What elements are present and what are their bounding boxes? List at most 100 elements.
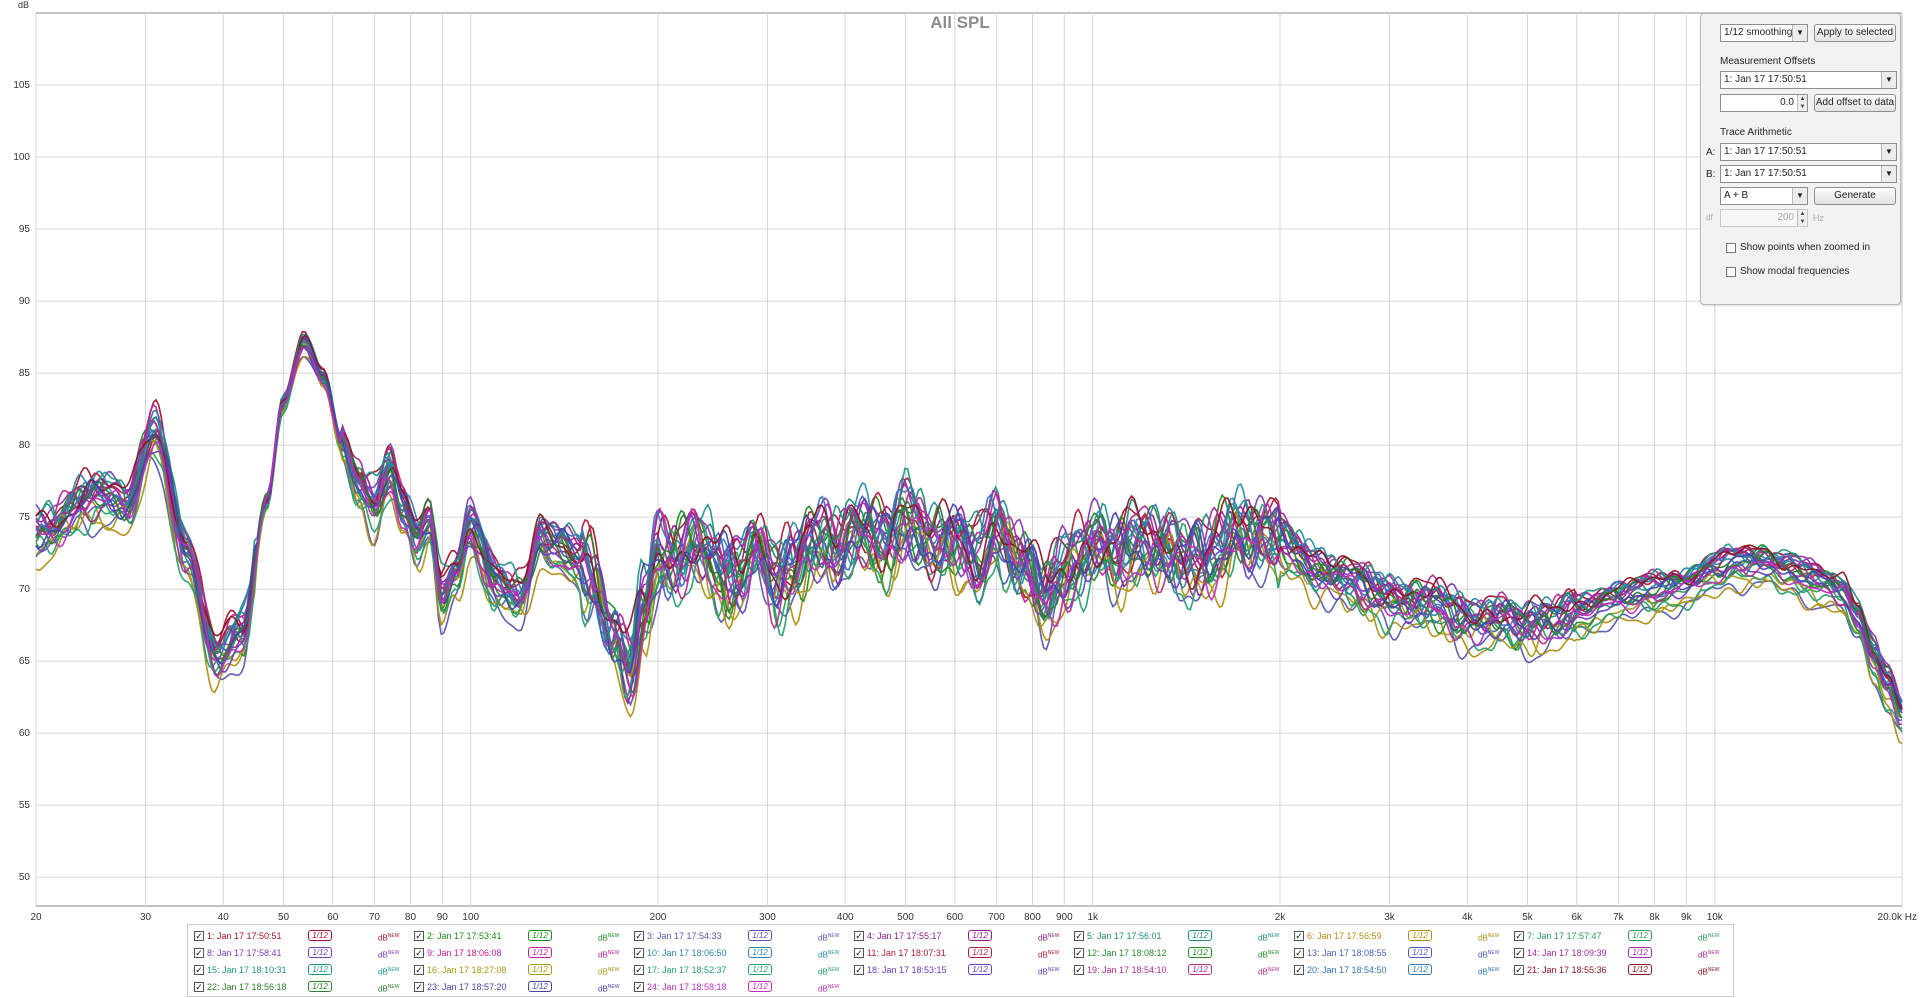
legend-item[interactable]: ✓ 4: Jan 17 17:55:17 1/12 dBNEW [854,929,1069,944]
generate-button[interactable]: Generate [1814,187,1896,205]
smoothing-badge[interactable]: 1/12 [1628,964,1652,975]
operation-select[interactable]: A + B ▼ [1720,187,1808,205]
smoothing-badge[interactable]: 1/12 [308,947,332,958]
legend-checkbox[interactable]: ✓ [1294,931,1304,941]
smoothing-badge[interactable]: 1/12 [528,947,552,958]
legend-item[interactable]: ✓ 20: Jan 17 18:54:50 1/12 dBNEW [1294,963,1509,978]
db-badge[interactable]: dBNEW [378,967,400,977]
smoothing-badge[interactable]: 1/12 [968,947,992,958]
legend-checkbox[interactable]: ✓ [1514,965,1524,975]
legend-item[interactable]: ✓ 6: Jan 17 17:56:59 1/12 dBNEW [1294,929,1509,944]
legend-checkbox[interactable]: ✓ [854,948,864,958]
db-badge[interactable]: dBNEW [1038,933,1060,943]
legend-checkbox[interactable]: ✓ [414,965,424,975]
legend-checkbox[interactable]: ✓ [414,982,424,992]
show-points-checkbox[interactable] [1726,243,1736,253]
legend-checkbox[interactable]: ✓ [1294,965,1304,975]
smoothing-select[interactable]: 1/12 smoothing ▼ [1720,24,1808,42]
smoothing-badge[interactable]: 1/12 [748,930,772,941]
show-modal-checkbox[interactable] [1726,267,1736,277]
db-badge[interactable]: dBNEW [1038,967,1060,977]
smoothing-badge[interactable]: 1/12 [968,930,992,941]
legend-checkbox[interactable]: ✓ [414,948,424,958]
smoothing-badge[interactable]: 1/12 [1408,930,1432,941]
apply-to-selected-button[interactable]: Apply to selected [1814,24,1896,42]
db-badge[interactable]: dBNEW [1258,950,1280,960]
legend-checkbox[interactable]: ✓ [1514,948,1524,958]
legend-checkbox[interactable]: ✓ [1074,931,1084,941]
db-badge[interactable]: dBNEW [598,950,620,960]
trace-line[interactable] [35,346,1902,725]
db-badge[interactable]: dBNEW [818,967,840,977]
smoothing-badge[interactable]: 1/12 [308,981,332,992]
db-badge[interactable]: dBNEW [1698,933,1720,943]
db-badge[interactable]: dBNEW [1258,967,1280,977]
smoothing-badge[interactable]: 1/12 [1408,947,1432,958]
db-badge[interactable]: dBNEW [598,984,620,994]
db-badge[interactable]: dBNEW [1258,933,1280,943]
smoothing-badge[interactable]: 1/12 [968,964,992,975]
legend-item[interactable]: ✓ 11: Jan 17 18:07:31 1/12 dBNEW [854,946,1069,961]
trace-b-select[interactable]: 1: Jan 17 17:50:51 ▼ [1720,165,1897,183]
trace-line[interactable] [35,346,1903,707]
smoothing-badge[interactable]: 1/12 [1628,930,1652,941]
db-badge[interactable]: dBNEW [598,967,620,977]
legend-checkbox[interactable]: ✓ [1074,948,1084,958]
db-badge[interactable]: dBNEW [378,933,400,943]
legend-checkbox[interactable]: ✓ [194,982,204,992]
legend-item[interactable]: ✓ 3: Jan 17 17:54:33 1/12 dBNEW [634,929,849,944]
df-field[interactable]: 200 ▲ ▼ [1720,209,1808,227]
legend-item[interactable]: ✓ 10: Jan 17 18:06:50 1/12 dBNEW [634,946,849,961]
smoothing-badge[interactable]: 1/12 [1628,947,1652,958]
legend-checkbox[interactable]: ✓ [194,931,204,941]
smoothing-badge[interactable]: 1/12 [308,930,332,941]
legend-item[interactable]: ✓ 24: Jan 17 18:58:18 1/12 dBNEW [634,980,849,995]
db-badge[interactable]: dBNEW [1478,950,1500,960]
smoothing-badge[interactable]: 1/12 [1408,964,1432,975]
db-badge[interactable]: dBNEW [378,984,400,994]
smoothing-badge[interactable]: 1/12 [1188,947,1212,958]
smoothing-badge[interactable]: 1/12 [308,964,332,975]
db-badge[interactable]: dBNEW [1038,950,1060,960]
legend-item[interactable]: ✓ 1: Jan 17 17:50:51 1/12 dBNEW [194,929,409,944]
smoothing-badge[interactable]: 1/12 [748,947,772,958]
smoothing-badge[interactable]: 1/12 [528,964,552,975]
legend-checkbox[interactable]: ✓ [854,931,864,941]
legend-item[interactable]: ✓ 16: Jan 17 18:27:08 1/12 dBNEW [414,963,629,978]
legend-checkbox[interactable]: ✓ [634,965,644,975]
legend-checkbox[interactable]: ✓ [194,948,204,958]
legend-item[interactable]: ✓ 21: Jan 17 18:55:36 1/12 dBNEW [1514,963,1729,978]
offset-value-field[interactable]: 0.0 ▲ ▼ [1720,94,1808,112]
legend-item[interactable]: ✓ 5: Jan 17 17:56:01 1/12 dBNEW [1074,929,1289,944]
db-badge[interactable]: dBNEW [1698,967,1720,977]
smoothing-badge[interactable]: 1/12 [1188,930,1212,941]
legend-item[interactable]: ✓ 12: Jan 17 18:08:12 1/12 dBNEW [1074,946,1289,961]
legend-item[interactable]: ✓ 15: Jan 17 18:10:31 1/12 dBNEW [194,963,409,978]
spinner-icon[interactable]: ▲ ▼ [1797,210,1807,226]
legend-checkbox[interactable]: ✓ [854,965,864,975]
trace-a-select[interactable]: 1: Jan 17 17:50:51 ▼ [1720,143,1897,161]
offset-measurement-select[interactable]: 1: Jan 17 17:50:51 ▼ [1720,71,1897,89]
legend-item[interactable]: ✓ 22: Jan 17 18:56:18 1/12 dBNEW [194,980,409,995]
legend-checkbox[interactable]: ✓ [634,948,644,958]
smoothing-badge[interactable]: 1/12 [748,981,772,992]
smoothing-badge[interactable]: 1/12 [1188,964,1212,975]
legend-checkbox[interactable]: ✓ [194,965,204,975]
legend-checkbox[interactable]: ✓ [414,931,424,941]
legend-checkbox[interactable]: ✓ [1294,948,1304,958]
legend-item[interactable]: ✓ 2: Jan 17 17:53:41 1/12 dBNEW [414,929,629,944]
legend-checkbox[interactable]: ✓ [634,931,644,941]
legend-item[interactable]: ✓ 18: Jan 17 18:53:15 1/12 dBNEW [854,963,1069,978]
legend-checkbox[interactable]: ✓ [1074,965,1084,975]
db-badge[interactable]: dBNEW [818,950,840,960]
db-badge[interactable]: dBNEW [1478,967,1500,977]
db-badge[interactable]: dBNEW [1478,933,1500,943]
legend-item[interactable]: ✓ 13: Jan 17 18:08:55 1/12 dBNEW [1294,946,1509,961]
legend-item[interactable]: ✓ 9: Jan 17 18:06:08 1/12 dBNEW [414,946,629,961]
legend-item[interactable]: ✓ 19: Jan 17 18:54:10 1/12 dBNEW [1074,963,1289,978]
legend-item[interactable]: ✓ 17: Jan 17 18:52:37 1/12 dBNEW [634,963,849,978]
db-badge[interactable]: dBNEW [378,950,400,960]
trace-line[interactable] [35,340,1903,703]
legend-item[interactable]: ✓ 7: Jan 17 17:57:47 1/12 dBNEW [1514,929,1729,944]
